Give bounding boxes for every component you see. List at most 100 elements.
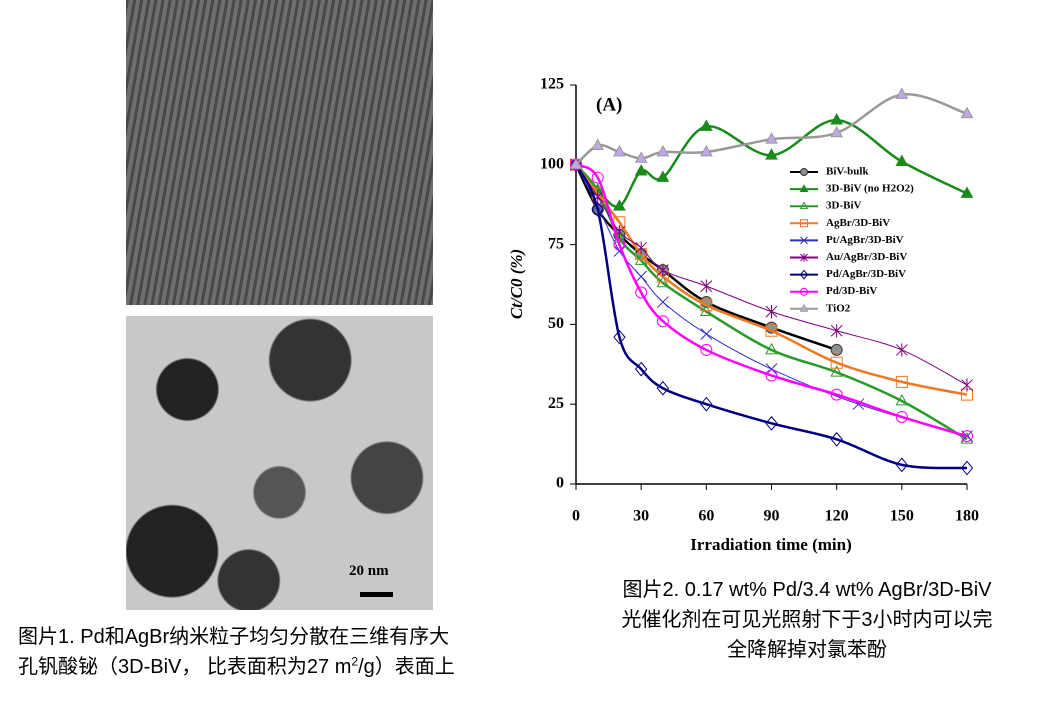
marker — [895, 87, 909, 99]
marker — [895, 375, 908, 388]
marker — [700, 299, 713, 312]
marker — [800, 253, 808, 262]
marker — [765, 363, 778, 375]
marker — [591, 138, 605, 150]
marker — [765, 148, 778, 160]
marker — [960, 186, 974, 198]
y-tick-label: 75 — [548, 235, 564, 252]
x-tick-label: 180 — [955, 508, 979, 525]
y-tick-label: 25 — [548, 395, 564, 412]
caption-line: 孔钒酸铋（3D-BiV， 比表面积为27 m2/g）表面上 — [18, 652, 455, 682]
y-tick-label: 0 — [556, 475, 564, 492]
x-tick-label: 30 — [633, 508, 649, 525]
marker — [569, 157, 583, 170]
marker — [700, 396, 713, 412]
marker — [700, 279, 713, 293]
legend-label: AgBr/3D-BiV — [826, 217, 890, 229]
caption-line: 全降解掉对氯苯酚 — [727, 639, 887, 661]
marker — [960, 460, 974, 476]
marker — [765, 415, 778, 431]
marker — [800, 287, 809, 296]
marker — [895, 343, 908, 357]
series-line — [575, 163, 968, 438]
marker — [700, 328, 713, 340]
marker — [895, 393, 909, 406]
marker — [613, 144, 626, 157]
marker — [613, 238, 626, 251]
marker — [634, 164, 648, 176]
x-tick-label: 0 — [572, 508, 580, 525]
marker — [570, 158, 583, 171]
marker — [799, 303, 809, 312]
caption-line: 图片2. 0.17 wt% Pd/3.4 wt% AgBr/3D-BiV — [622, 579, 992, 601]
marker — [830, 388, 843, 401]
marker — [961, 388, 973, 401]
marker — [656, 170, 670, 182]
marker — [591, 202, 604, 217]
marker — [699, 144, 713, 157]
legend-label: 3D-BiV — [826, 200, 862, 212]
marker — [699, 119, 713, 131]
caption-text: /g）表面上 — [358, 656, 455, 678]
marker — [895, 457, 908, 473]
series-line — [575, 164, 968, 386]
marker — [765, 342, 778, 355]
marker — [830, 344, 843, 356]
marker — [830, 365, 844, 377]
marker — [830, 113, 844, 125]
series-line — [575, 163, 968, 441]
marker — [800, 168, 809, 176]
marker — [961, 378, 973, 392]
marker — [656, 380, 670, 396]
marker — [613, 329, 626, 345]
legend-label: Pd/3D-BiV — [826, 285, 877, 297]
x-tick-label: 150 — [890, 508, 914, 525]
caption-sup: 2 — [351, 654, 359, 669]
marker — [635, 361, 648, 377]
marker — [830, 125, 844, 138]
marker — [765, 132, 778, 144]
marker — [656, 144, 670, 157]
marker — [799, 269, 809, 280]
legend-label: Pt/AgBr/3D-BiV — [826, 234, 904, 246]
tem-image-bottom — [126, 316, 433, 610]
marker — [799, 201, 809, 210]
marker — [961, 430, 974, 443]
marker — [635, 286, 648, 299]
legend-label: 3D-BiV (no H2O2) — [826, 183, 914, 195]
caption-line: 图片1. Pd和AgBr纳米粒子均匀分散在三维有序大 — [18, 626, 450, 648]
marker — [657, 263, 669, 277]
series-line — [575, 118, 968, 209]
marker — [800, 219, 808, 228]
marker — [765, 324, 778, 337]
marker — [895, 411, 908, 423]
marker — [635, 270, 648, 283]
marker — [960, 106, 974, 119]
legend-label: Au/AgBr/3D-BiV — [826, 251, 907, 263]
tem-image-top — [126, 0, 433, 305]
y-tick-label: 100 — [540, 155, 564, 172]
marker — [830, 431, 843, 447]
annotation: (A) — [596, 94, 622, 115]
marker — [657, 296, 669, 308]
caption-text: 孔钒酸铋（3D-BiV， 比表面积为27 m — [18, 656, 352, 678]
marker — [830, 324, 843, 338]
marker — [635, 248, 648, 261]
series-line — [575, 164, 968, 396]
marker — [613, 199, 626, 211]
x-tick-label: 90 — [764, 508, 780, 525]
caption-right: 图片2. 0.17 wt% Pd/3.4 wt% AgBr/3D-BiV 光催化… — [572, 575, 1042, 665]
series-line — [574, 164, 968, 470]
caption-line: 光催化剂在可见光照射下于3小时内可以完 — [621, 609, 993, 631]
caption-left: 图片1. Pd和AgBr纳米粒子均匀分散在三维有序大 孔钒酸铋（3D-BiV， … — [18, 622, 455, 682]
y-axis-label: Ct/C0 (%) — [507, 249, 526, 319]
marker — [591, 171, 604, 184]
y-tick-label: 125 — [540, 76, 564, 93]
x-tick-label: 60 — [698, 508, 714, 525]
legend-label: BiV-bulk — [826, 166, 869, 178]
marker — [635, 241, 648, 255]
series-line — [575, 93, 968, 166]
marker — [656, 315, 669, 328]
